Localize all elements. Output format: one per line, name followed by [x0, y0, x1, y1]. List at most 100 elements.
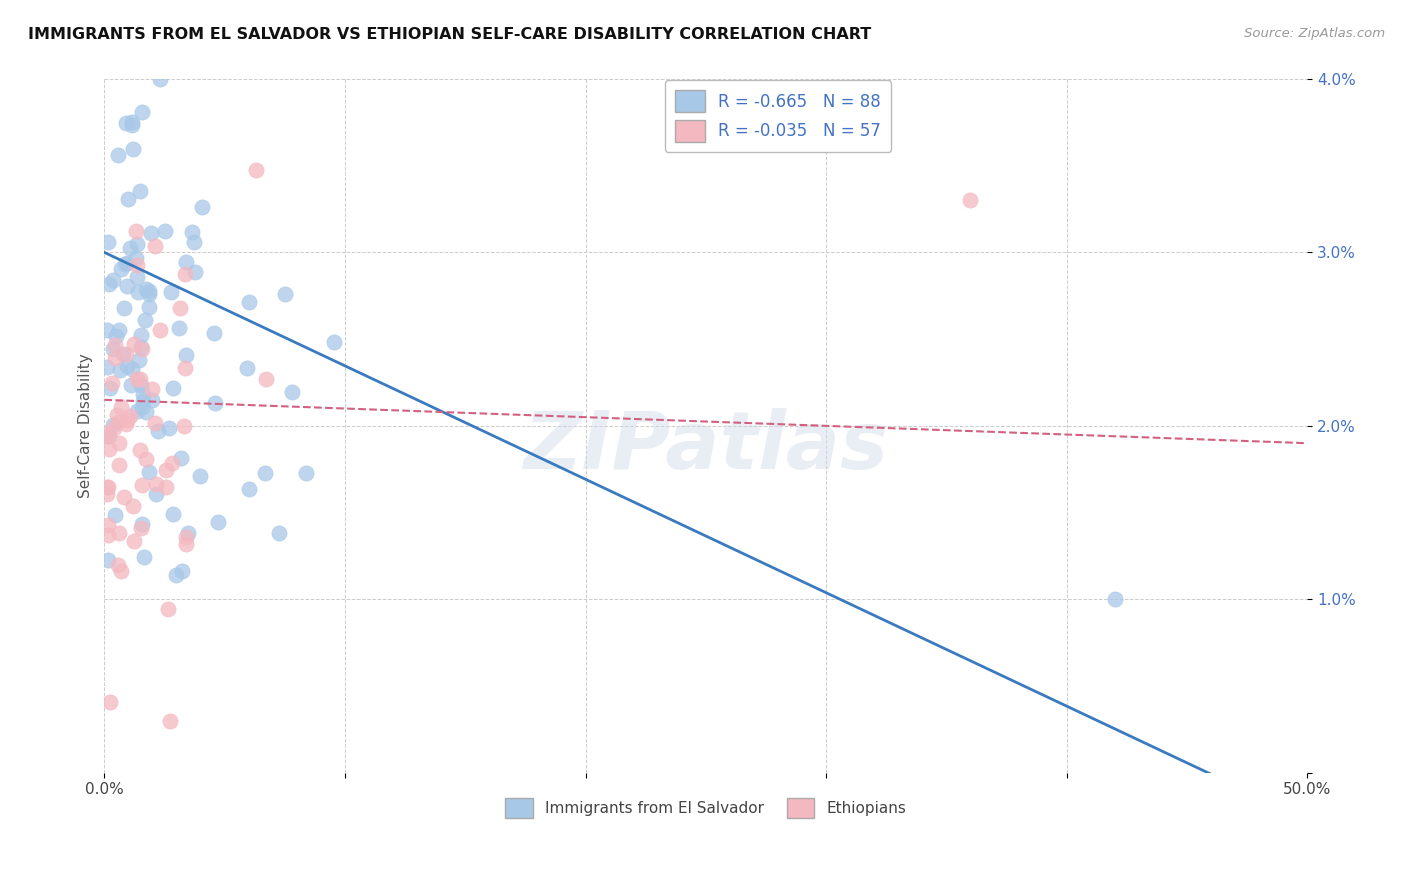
Point	[236, 360, 259, 375]
Point	[117, 193, 139, 207]
Point	[127, 269, 149, 284]
Point	[120, 378, 142, 392]
Point	[148, 72, 170, 87]
Text: IMMIGRANTS FROM EL SALVADOR VS ETHIOPIAN SELF-CARE DISABILITY CORRELATION CHART: IMMIGRANTS FROM EL SALVADOR VS ETHIOPIAN…	[28, 27, 872, 42]
Point	[110, 564, 132, 578]
Point	[959, 194, 981, 208]
Point	[127, 258, 149, 272]
Point	[96, 323, 118, 337]
Point	[129, 372, 152, 386]
Point	[101, 418, 124, 433]
Point	[96, 429, 118, 443]
Point	[322, 334, 344, 349]
Point	[141, 382, 163, 396]
Point	[115, 347, 138, 361]
Point	[115, 116, 138, 130]
Point	[96, 480, 118, 494]
Point	[125, 224, 148, 238]
Point	[207, 515, 229, 529]
Point	[145, 486, 167, 500]
Point	[145, 476, 167, 491]
Point	[132, 387, 155, 401]
Point	[101, 376, 124, 390]
Point	[162, 507, 184, 521]
Point	[129, 443, 152, 458]
Point	[112, 301, 135, 315]
Point	[104, 508, 127, 523]
Point	[160, 456, 183, 470]
Point	[128, 353, 150, 368]
Point	[98, 695, 121, 709]
Point	[103, 342, 125, 356]
Point	[107, 458, 129, 472]
Point	[174, 537, 197, 551]
Point	[267, 526, 290, 541]
Point	[245, 162, 267, 177]
Point	[107, 558, 129, 572]
Point	[134, 313, 156, 327]
Point	[125, 403, 148, 417]
Point	[122, 533, 145, 548]
Point	[238, 295, 260, 310]
Point	[184, 265, 207, 279]
Point	[97, 528, 120, 542]
Point	[254, 372, 277, 386]
Point	[129, 340, 152, 354]
Point	[174, 255, 197, 269]
Point	[121, 500, 143, 514]
Point	[156, 601, 179, 615]
Legend: Immigrants from El Salvador, Ethiopians: Immigrants from El Salvador, Ethiopians	[499, 792, 912, 824]
Point	[96, 425, 118, 440]
Point	[165, 568, 187, 582]
Point	[129, 521, 152, 535]
Point	[143, 239, 166, 253]
Point	[104, 338, 127, 352]
Point	[131, 478, 153, 492]
Point	[96, 359, 118, 374]
Point	[155, 463, 177, 477]
Point	[110, 400, 132, 414]
Point	[170, 450, 193, 465]
Point	[135, 451, 157, 466]
Point	[98, 380, 121, 394]
Point	[101, 273, 124, 287]
Point	[125, 252, 148, 266]
Text: Source: ZipAtlas.com: Source: ZipAtlas.com	[1244, 27, 1385, 40]
Point	[107, 147, 129, 161]
Point	[107, 526, 129, 541]
Point	[173, 267, 195, 281]
Point	[105, 329, 128, 343]
Point	[181, 225, 204, 239]
Point	[295, 467, 318, 481]
Point	[138, 465, 160, 479]
Point	[97, 480, 120, 494]
Point	[141, 392, 163, 407]
Point	[131, 401, 153, 415]
Point	[149, 323, 172, 337]
Point	[174, 530, 197, 544]
Point	[157, 421, 180, 435]
Point	[160, 285, 183, 299]
Text: ZIPatlas: ZIPatlas	[523, 408, 889, 485]
Point	[254, 467, 277, 481]
Point	[131, 378, 153, 392]
Point	[139, 227, 162, 241]
Point	[97, 429, 120, 443]
Point	[112, 347, 135, 361]
Point	[108, 363, 131, 377]
Point	[112, 490, 135, 504]
Point	[127, 285, 149, 300]
Point	[105, 408, 128, 422]
Point	[129, 184, 152, 198]
Point	[132, 393, 155, 408]
Point	[114, 417, 136, 431]
Point	[118, 241, 141, 255]
Point	[107, 415, 129, 429]
Point	[1104, 592, 1126, 607]
Point	[104, 351, 127, 366]
Point	[122, 336, 145, 351]
Point	[174, 361, 197, 376]
Point	[169, 301, 191, 316]
Point	[174, 348, 197, 362]
Point	[170, 564, 193, 578]
